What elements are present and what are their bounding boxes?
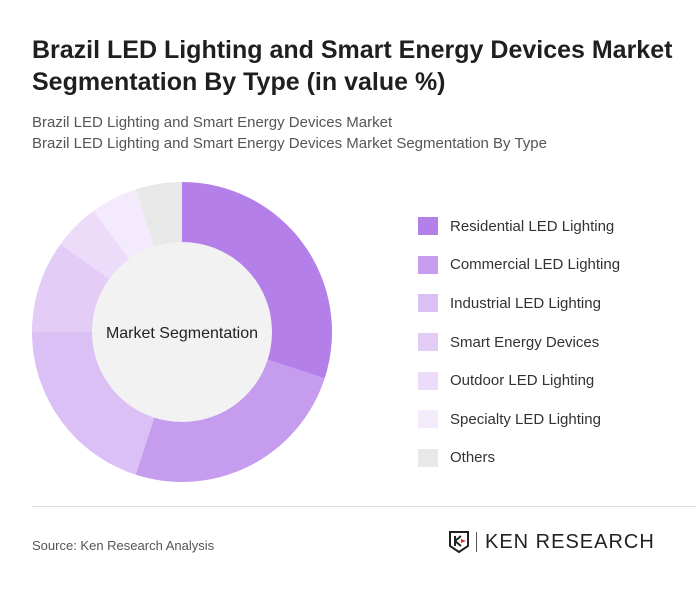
legend-swatch [418,217,438,236]
legend: Residential LED Lighting Commercial LED L… [418,207,620,477]
center-label: Market Segmentation [106,325,258,342]
legend-item: Smart Energy Devices [418,323,620,362]
legend-label: Outdoor LED Lighting [450,372,595,390]
legend-swatch [418,448,438,467]
legend-label: Residential LED Lighting [450,217,615,235]
donut-hole [92,242,272,422]
legend-swatch [418,255,438,274]
subtitle-2: Brazil LED Lighting and Smart Energy Dev… [32,135,547,152]
legend-item: Others [418,439,620,478]
ken-shield-icon [449,531,469,554]
legend-label: Others [450,449,496,467]
legend-item: Industrial LED Lighting [418,284,620,323]
legend-label: Specialty LED Lighting [450,410,601,428]
legend-swatch [418,371,438,390]
legend-swatch [418,410,438,429]
logo-text: KEN RESEARCH [485,530,655,553]
legend-item: Commercial LED Lighting [418,246,620,285]
legend-item: Specialty LED Lighting [418,400,620,439]
legend-swatch [418,294,438,313]
ken-research-logo: KEN RESEARCH [448,530,655,554]
source-note: Source: Ken Research Analysis [32,538,215,553]
subtitle-1: Brazil LED Lighting and Smart Energy Dev… [32,114,393,131]
divider [32,506,696,507]
chart-title: Brazil LED Lighting and Smart Energy Dev… [32,36,673,96]
legend-item: Residential LED Lighting [418,207,620,246]
legend-label: Smart Energy Devices [450,333,600,351]
legend-label: Industrial LED Lighting [450,294,601,312]
legend-swatch [418,333,438,352]
legend-item: Outdoor LED Lighting [418,361,620,400]
legend-label: Commercial LED Lighting [450,256,621,274]
